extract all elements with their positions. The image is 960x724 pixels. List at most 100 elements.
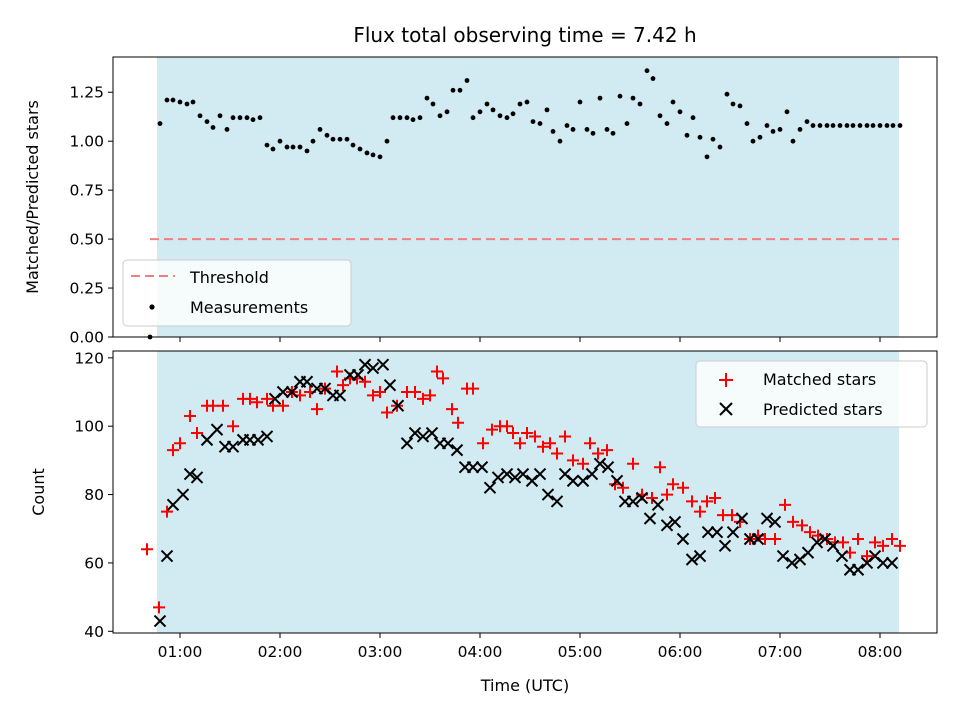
x-tick-label: 07:00	[758, 643, 803, 661]
predicted-star-point	[183, 467, 197, 481]
measurement-point	[444, 109, 450, 115]
measurement-point	[817, 123, 823, 128]
matched-star-point	[686, 495, 698, 508]
predicted-star-point	[516, 467, 530, 481]
legend-matched-label: Matched stars	[763, 370, 876, 389]
matched-star-point	[577, 457, 589, 470]
measurement-point	[510, 111, 516, 117]
measurement-point	[484, 101, 490, 107]
predicted-star-point	[153, 614, 167, 628]
predicted-star-point	[251, 433, 265, 447]
measurement-point	[437, 113, 443, 119]
measurement-point	[170, 97, 176, 103]
predicted-star-point	[441, 437, 455, 450]
y-tick-label: 0.50	[69, 231, 104, 249]
measurement-point	[857, 123, 863, 128]
predicted-star-point	[651, 498, 665, 512]
matched-star-point	[667, 478, 679, 491]
predicted-star-point	[660, 519, 674, 532]
measurement-point	[244, 115, 250, 121]
measurement-point	[770, 129, 776, 134]
measurement-point	[577, 99, 583, 105]
matched-star-point	[796, 519, 808, 532]
matched-star-point	[661, 488, 673, 501]
x-tick-label: 03:00	[358, 643, 403, 661]
predicted-star-point	[466, 461, 480, 474]
matched-star-point	[654, 461, 666, 474]
predicted-star-point	[508, 471, 522, 484]
top-y-axis-ticks: 0.00 0.25 0.50 0.75 1.00 1.25	[69, 84, 113, 347]
predicted-star-point	[210, 423, 224, 436]
matched-star-point	[337, 379, 349, 392]
measurement-point	[804, 119, 810, 125]
legend-measurements-label: Measurements	[190, 298, 308, 317]
measurement-point	[417, 115, 423, 121]
measurement-point	[824, 123, 830, 128]
measurement-point	[697, 134, 703, 140]
y-tick-label: 1.25	[69, 84, 104, 102]
measurement-point	[450, 87, 456, 93]
predicted-star-points	[153, 358, 899, 628]
measurement-point	[217, 113, 223, 119]
top-plot-frame	[112, 56, 938, 338]
bottom-legend-box	[695, 360, 928, 428]
predicted-star-point	[333, 389, 347, 402]
bottom-legend[interactable]: Matched stars Predicted stars	[695, 360, 928, 428]
matched-star-point	[609, 478, 621, 491]
x-tick-label: 06:00	[658, 643, 703, 661]
predicted-star-point	[376, 358, 390, 371]
measurement-point	[630, 95, 636, 101]
measurement-point	[790, 138, 796, 144]
predicted-star-point	[351, 368, 365, 382]
measurement-point	[764, 123, 770, 128]
measurement-point	[257, 115, 263, 121]
matched-star-point	[601, 444, 613, 457]
predicted-star-point	[835, 549, 849, 563]
measurement-point	[850, 123, 856, 128]
measurement-point	[270, 146, 276, 152]
y-tick-label: 1.00	[69, 133, 104, 151]
matched-star-point	[184, 409, 196, 422]
measurement-point	[737, 103, 743, 109]
predicted-star-point	[585, 467, 599, 481]
measurement-point	[317, 127, 323, 132]
predicted-star-point	[475, 461, 489, 474]
matched-star-point	[726, 509, 738, 522]
predicted-star-point	[610, 474, 624, 488]
matched-star-point	[367, 389, 379, 402]
measurement-point	[664, 121, 670, 126]
measurement-point	[310, 138, 316, 144]
predicted-star-point	[735, 512, 749, 525]
measurement-point	[324, 132, 330, 138]
predicted-star-point	[260, 430, 274, 443]
legend-measurements-swatch	[149, 304, 155, 310]
top-legend[interactable]: Threshold Measurements	[122, 259, 352, 327]
measurement-point	[730, 101, 736, 107]
matched-star-point	[592, 447, 604, 460]
matched-star-point	[153, 601, 165, 614]
measurement-point	[530, 119, 536, 125]
predicted-star-point	[383, 378, 397, 392]
matched-star-point	[437, 372, 449, 385]
matched-star-point	[529, 430, 541, 443]
measurement-point	[597, 95, 603, 101]
measurement-point	[744, 121, 750, 126]
measurement-point	[157, 121, 163, 126]
matched-star-point	[861, 550, 873, 563]
measurement-point	[557, 138, 563, 144]
measurement-point	[350, 142, 356, 148]
measurement-point	[637, 101, 643, 107]
measurement-point	[357, 146, 363, 152]
matched-star-point	[804, 526, 816, 539]
predicted-star-point	[450, 443, 464, 457]
top-x-axis-ticks	[179, 337, 881, 342]
predicted-star-point	[718, 539, 732, 553]
measurement-point	[464, 78, 470, 83]
bottom-panel-count-plot: 40 60 80 100 120 01:00 02:00 03:00 04:00 05:00 06…	[29, 349, 938, 695]
measurement-point	[844, 123, 850, 128]
predicted-star-point	[166, 498, 180, 512]
matched-star-point	[709, 491, 721, 504]
matched-star-point	[521, 427, 533, 440]
predicted-star-point	[200, 433, 214, 447]
measurement-point	[784, 109, 790, 115]
